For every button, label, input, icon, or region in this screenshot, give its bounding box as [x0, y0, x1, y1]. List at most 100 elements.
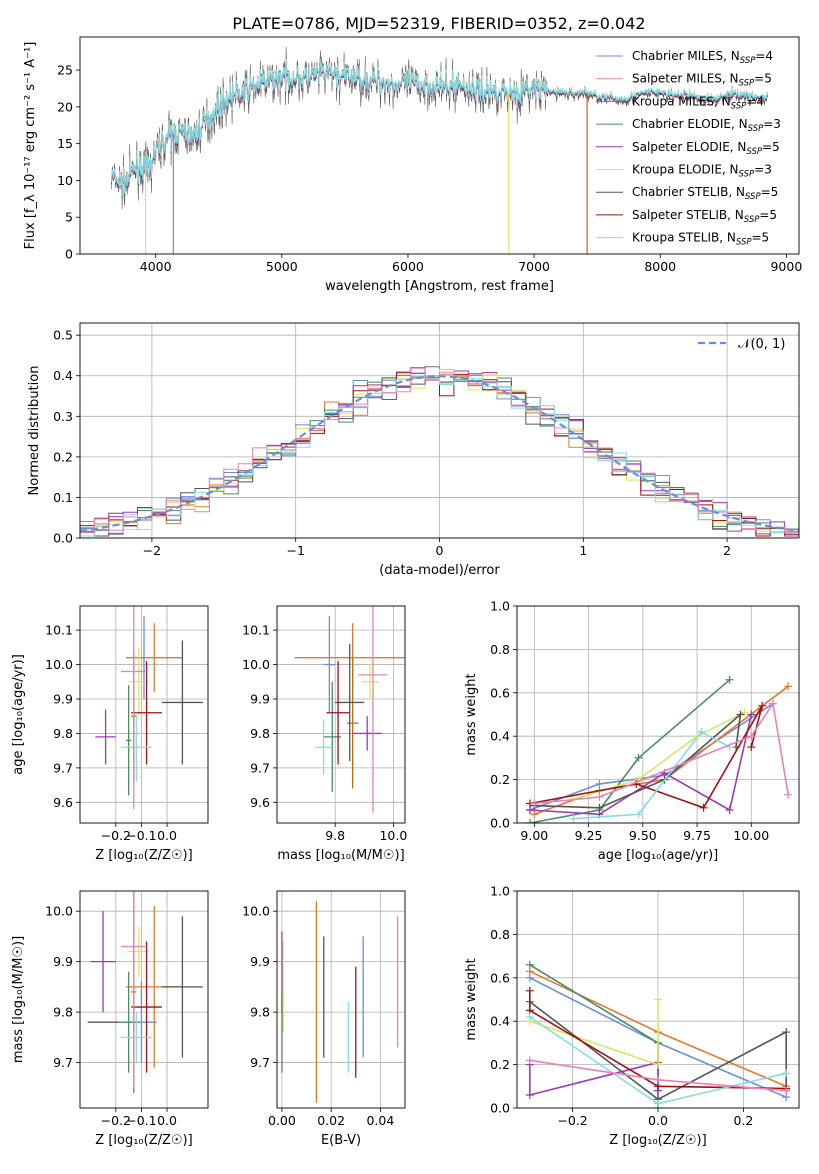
x-tick-label: −0.1	[126, 1113, 156, 1128]
weight-marker	[740, 708, 749, 717]
legend-label-tail: =5	[759, 208, 777, 222]
weight-marker	[747, 732, 756, 741]
x-tick-label: 1	[579, 543, 587, 558]
y-axis-label: mass weight	[464, 958, 479, 1040]
x-tick-label: −0.2	[557, 1113, 587, 1128]
x-tick-label: 9000	[770, 259, 802, 274]
x-axis-label: Z [log₁₀(Z/Z☉)]	[95, 1133, 192, 1148]
weight-marker	[784, 790, 793, 799]
weight-marker	[634, 810, 643, 819]
weight-marker	[654, 1099, 662, 1108]
weight-marker	[758, 701, 767, 710]
x-tick-label: 0.2	[734, 1113, 754, 1128]
weight-series	[528, 990, 787, 1090]
age-vs-mass-plot-area	[294, 606, 405, 813]
weight-marker	[784, 682, 793, 691]
y-tick-label: 0.5	[53, 328, 73, 343]
x-tick-label: −2	[143, 543, 161, 558]
y-tick-label: 1.0	[490, 599, 510, 614]
y-tick-label: 0.6	[490, 970, 510, 985]
legend-label-tail: =5	[754, 72, 772, 86]
spectrum-axes: 4000 5000 6000 7000 8000 9000 0 5 10 15 20 25 wavele…	[23, 42, 802, 294]
weight-marker	[699, 803, 708, 812]
x-tick-label: 0.02	[317, 1113, 345, 1128]
x-tick-label: 9.25	[575, 828, 603, 843]
y-tick-label: 9.9	[250, 692, 270, 707]
y-tick-label: 0.4	[490, 729, 510, 744]
axes-frame	[79, 605, 209, 824]
y-tick-label: 9.8	[53, 726, 73, 741]
y-tick-label: 10.1	[242, 623, 270, 638]
legend-label-sub: SSP	[744, 215, 760, 225]
mass-vs-EBV-axes: 0.00 0.02 0.04 9.7 9.8 9.9 10.0 E(B-V)	[242, 891, 405, 1148]
x-tick-label: 4000	[140, 259, 172, 274]
weight-marker	[595, 792, 604, 801]
y-tick-label: 0.6	[490, 685, 510, 700]
legend-label: Chabrier ELODIE, NSSP=3	[632, 117, 781, 134]
histogram-series	[80, 375, 799, 537]
y-tick-label: 1.0	[490, 884, 510, 899]
legend-label: Kroupa ELODIE, NSSP=3	[632, 163, 772, 180]
y-tick-label: 10	[57, 173, 73, 188]
legend-label-sub: SSP	[745, 192, 761, 202]
x-tick-label: −0.2	[101, 1113, 131, 1128]
legend-label-base: Chabrier MILES, N	[632, 49, 740, 63]
y-axis-label: mass weight	[464, 673, 479, 755]
legend-label: Kroupa STELIB, NSSP=5	[632, 231, 769, 248]
x-tick-label: −0.1	[126, 828, 156, 843]
weight-marker	[782, 1028, 791, 1037]
x-tick-label: 9.8	[325, 828, 345, 843]
x-axis-label: wavelength [Angstrom, rest frame]	[325, 279, 554, 294]
spectrum-series	[111, 59, 768, 196]
legend-label-sub: SSP	[739, 79, 755, 89]
y-tick-label: 9.8	[53, 1005, 73, 1020]
axes-frame	[79, 890, 209, 1109]
x-tick-label: 9.50	[629, 828, 657, 843]
weight-series	[529, 1001, 788, 1101]
weight-marker	[747, 743, 756, 752]
legend-label-tail: =5	[761, 185, 779, 199]
weight-marker	[595, 803, 604, 812]
legend-label-tail: =4	[746, 94, 764, 108]
legend-label-sub: SSP	[746, 147, 762, 157]
axes-frame	[276, 605, 406, 824]
y-tick-label: 0.2	[53, 449, 73, 464]
weight-marker	[697, 727, 706, 736]
weight-marker	[747, 710, 756, 719]
weight-marker	[634, 753, 643, 762]
legend-label: Chabrier STELIB, NSSP=5	[632, 185, 778, 202]
x-tick-label: 0	[436, 543, 444, 558]
x-tick-label: −0.2	[101, 828, 131, 843]
weight-marker	[725, 805, 734, 814]
x-tick-label: 0.04	[366, 1113, 394, 1128]
y-tick-label: 0.4	[490, 1014, 510, 1029]
legend-label: Salpeter ELODIE, NSSP=5	[632, 140, 780, 157]
legend-label-sub: SSP	[731, 101, 747, 111]
weight-vs-age-plot-area	[526, 675, 793, 823]
spectrum-series	[111, 47, 768, 210]
weight-marker	[654, 1075, 662, 1084]
legend-label-sub: SSP	[740, 56, 756, 66]
y-tick-label: 10.0	[45, 657, 73, 672]
weight-vs-Z-plot-area	[525, 960, 791, 1108]
y-tick-label: 9.8	[250, 1005, 270, 1020]
legend-label-sub: SSP	[739, 170, 755, 180]
y-axis-label: age [log₁₀(age/yr)]	[11, 654, 26, 775]
x-axis-label: Z [log₁₀(Z/Z☉)]	[95, 848, 192, 863]
legend-label: Kroupa MILES, NSSP=4	[632, 94, 764, 111]
weight-marker	[654, 995, 662, 1004]
y-tick-label: 10.0	[242, 657, 270, 672]
x-axis-label: mass [log₁₀(M/M☉)]	[277, 848, 404, 863]
y-tick-label: 9.9	[53, 692, 73, 707]
legend-label-base: Chabrier ELODIE, N	[632, 117, 748, 131]
normal-curve	[80, 375, 799, 532]
axes-frame	[516, 605, 800, 824]
legend-label-base: Chabrier STELIB, N	[632, 185, 745, 199]
x-tick-label: 0.00	[268, 1113, 296, 1128]
legend-label-base: Kroupa ELODIE, N	[632, 163, 739, 177]
age-vs-Z-axes: −0.2−0.1 0.0 9.6 9.7 9.8 9.9 10.0 10.1 Z [log₁₀(…	[11, 606, 208, 863]
legend-label: 𝒩(0, 1)	[738, 337, 785, 352]
spectrum-plot-area	[111, 47, 768, 254]
y-tick-label: 0	[65, 247, 73, 262]
legend-label: Chabrier MILES, NSSP=4	[632, 49, 773, 66]
